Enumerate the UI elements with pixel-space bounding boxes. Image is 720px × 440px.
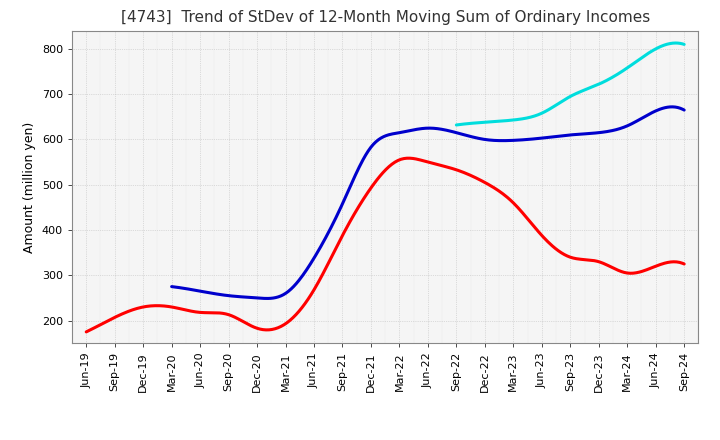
7 Years bbox=[452, 122, 461, 128]
Line: 3 Years: 3 Years bbox=[86, 158, 684, 332]
7 Years bbox=[480, 120, 488, 125]
7 Years bbox=[542, 108, 551, 114]
3 Years bbox=[518, 210, 526, 215]
5 Years bbox=[680, 107, 688, 113]
3 Years bbox=[82, 329, 91, 334]
7 Years bbox=[680, 42, 688, 47]
3 Years bbox=[154, 303, 163, 308]
3 Years bbox=[319, 271, 328, 276]
3 Years bbox=[276, 324, 285, 329]
Y-axis label: Amount (million yen): Amount (million yen) bbox=[23, 121, 36, 253]
3 Years bbox=[459, 170, 468, 175]
7 Years bbox=[616, 70, 625, 75]
Line: 7 Years: 7 Years bbox=[456, 43, 684, 125]
5 Years bbox=[336, 207, 344, 212]
7 Years bbox=[618, 69, 626, 74]
5 Years bbox=[167, 284, 176, 289]
5 Years bbox=[667, 104, 675, 110]
5 Years bbox=[372, 139, 380, 144]
7 Years bbox=[671, 40, 680, 46]
3 Years bbox=[680, 261, 688, 267]
5 Years bbox=[262, 296, 271, 301]
5 Years bbox=[539, 136, 547, 141]
Title: [4743]  Trend of StDev of 12-Month Moving Sum of Ordinary Incomes: [4743] Trend of StDev of 12-Month Moving… bbox=[120, 11, 650, 26]
7 Years bbox=[526, 114, 535, 120]
5 Years bbox=[229, 293, 238, 299]
5 Years bbox=[541, 135, 550, 140]
3 Years bbox=[515, 206, 523, 212]
7 Years bbox=[595, 81, 604, 86]
Line: 5 Years: 5 Years bbox=[171, 107, 684, 298]
3 Years bbox=[404, 155, 413, 161]
5 Years bbox=[491, 138, 500, 143]
